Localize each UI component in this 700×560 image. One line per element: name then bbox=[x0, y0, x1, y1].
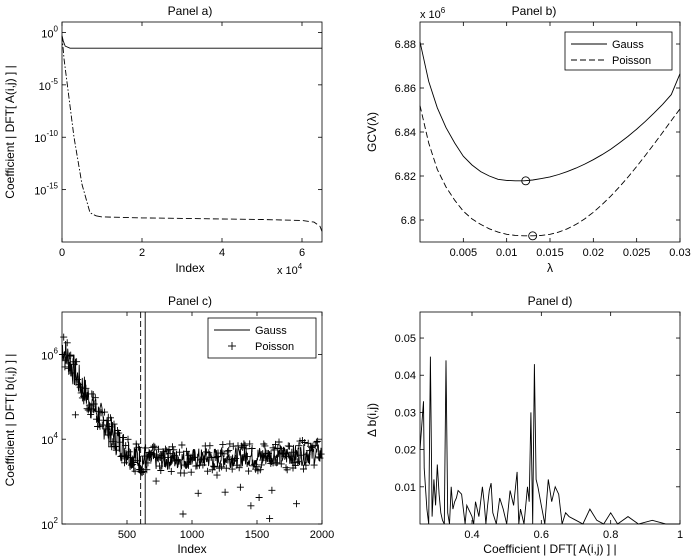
panel-d-xtick-1-label: 0.6 bbox=[534, 529, 549, 541]
panel-a-ytick-0-label: 100 bbox=[41, 24, 58, 40]
panel-d-title: Panel d) bbox=[528, 294, 573, 308]
panel-b-ytick-2-label: 6.84 bbox=[395, 127, 416, 139]
panel-b-ticks: 0.005 0.01 0.015 0.02 0.025 0.03 6.8 6.82 6.84 6.… bbox=[395, 22, 691, 259]
panel-c-legend: Gauss Poisson bbox=[207, 317, 317, 359]
panel-c-ylabel: Coefficient | DFT[ b(i,j) ] | bbox=[3, 354, 17, 487]
panel-d-series-delta bbox=[419, 356, 680, 525]
panel-c-xtick-3-label: 2000 bbox=[310, 529, 334, 541]
panel-a-ticks: 0 2 4 6 100 10-5 10-10 10-15 bbox=[34, 22, 322, 259]
panel-d-ytick-0-label: 0.01 bbox=[395, 482, 416, 494]
panel-a-series-decay-dashdot bbox=[61, 35, 97, 217]
panel-b-ylabel: GCV(λ) bbox=[365, 112, 379, 152]
panel-c-legend-poisson-marker bbox=[228, 342, 236, 350]
panel-a-axes-frame bbox=[61, 21, 323, 243]
panel-b-xtick-4-label: 0.025 bbox=[623, 247, 651, 259]
panel-d-ytick-2-label: 0.03 bbox=[395, 407, 416, 419]
panel-c-series-poisson bbox=[59, 333, 325, 523]
panel-a-ytick-2-label: 10-10 bbox=[34, 129, 58, 145]
panel-d-ytick-4-label: 0.05 bbox=[395, 333, 416, 345]
panel-c-legend-poisson-label: Poisson bbox=[255, 341, 294, 353]
panel-b-xlabel: λ bbox=[547, 261, 553, 275]
panel-c-xtick-2-label: 1500 bbox=[245, 529, 269, 541]
panel-d-ylabel: Δ b(i,j) bbox=[365, 403, 379, 437]
panel-a-x-exponent-power: 4 bbox=[298, 262, 303, 271]
panel-b-legend-poisson-label: Poisson bbox=[612, 55, 651, 67]
panel-d-xtick-0-label: 0.4 bbox=[464, 529, 479, 541]
panel-d: Panel d) 0.4 0.6 0.8 10.010.020.030.040.05 … bbox=[365, 294, 683, 556]
panel-a-series-flat bbox=[61, 35, 322, 49]
panel-c-ytick-0-label: 102 bbox=[41, 516, 58, 532]
panel-b-series-gauss bbox=[419, 41, 681, 182]
panel-d-ytick-1-label: 0.02 bbox=[395, 445, 416, 457]
panel-a-x-exponent: x 104 bbox=[277, 262, 303, 277]
panel-a-xtick-2-label: 4 bbox=[219, 247, 225, 259]
panel-b-xtick-0-label: 0.005 bbox=[450, 247, 478, 259]
panel-b-series-poisson bbox=[419, 105, 681, 237]
panel-c-series bbox=[59, 312, 325, 524]
panel-b-ytick-3-label: 6.86 bbox=[395, 83, 416, 95]
panel-c-title: Panel c) bbox=[168, 294, 212, 308]
panel-d-xlabel: Coefficient | DFT[ A(i,j) ] | bbox=[483, 542, 616, 556]
panel-b: Panel b) 0.005 0.01 0.015 0.02 0.025 0.036.86… bbox=[365, 4, 691, 275]
panel-b-xtick-1-label: 0.01 bbox=[496, 247, 517, 259]
panel-b-xtick-5-label: 0.03 bbox=[669, 247, 690, 259]
panel-a-ytick-1-label: 10-5 bbox=[39, 77, 59, 93]
panel-b-minimum-marker-0 bbox=[521, 176, 531, 186]
panel-a: Panel a) 0 2 4 6 100 10-5 10-10 10-15 Index Coe… bbox=[3, 4, 323, 277]
panel-a-ylabel: Coefficient | DFT[ A(i,j) ] | bbox=[3, 65, 17, 198]
panel-a-ytick-3-label: 10-15 bbox=[34, 182, 58, 198]
panel-a-xtick-1-label: 2 bbox=[139, 247, 145, 259]
panel-a-xlabel: Index bbox=[175, 261, 204, 275]
panel-c-ytick-1-label: 104 bbox=[41, 431, 58, 447]
panel-a-title: Panel a) bbox=[168, 4, 213, 18]
panel-a-xtick-0-label: 0 bbox=[59, 247, 65, 259]
panel-b-ytick-4-label: 6.88 bbox=[395, 39, 416, 51]
panel-d-ytick-3-label: 0.04 bbox=[395, 370, 416, 382]
panel-a-xtick-3-label: 6 bbox=[299, 247, 305, 259]
panel-b-legend: Gauss Poisson bbox=[564, 31, 673, 71]
panel-b-xtick-2-label: 0.015 bbox=[536, 247, 564, 259]
panel-b-legend-gauss-label: Gauss bbox=[612, 39, 644, 51]
panel-d-xtick-3-label: 1 bbox=[677, 529, 683, 541]
panel-b-y-exponent-base: x 10 bbox=[420, 9, 441, 21]
panel-b-series bbox=[419, 41, 681, 241]
panel-b-y-exponent: x 106 bbox=[420, 6, 446, 21]
panel-c-legend-gauss-label: Gauss bbox=[255, 325, 287, 337]
panel-b-xtick-3-label: 0.02 bbox=[583, 247, 604, 259]
panel-b-ytick-1-label: 6.82 bbox=[395, 171, 416, 183]
panel-d-axes-frame bbox=[419, 311, 681, 525]
panel-c: Panel c) 500 1000 1500 2000 102 104 106 Gauss … bbox=[3, 294, 334, 556]
panel-c-ytick-2-label: 106 bbox=[41, 346, 58, 362]
panel-b-title: Panel b) bbox=[512, 4, 557, 18]
panel-d-ticks: 0.4 0.6 0.8 1 0.01 0.02 0.03 0.04 0.05 bbox=[395, 312, 683, 541]
panel-c-legend-box bbox=[207, 317, 317, 359]
panel-a-x-exponent-base: x 10 bbox=[277, 265, 298, 277]
panel-b-legend-box bbox=[564, 31, 673, 71]
panel-c-xtick-1-label: 1000 bbox=[180, 529, 204, 541]
panel-c-xlabel: Index bbox=[177, 542, 206, 556]
panel-b-ytick-0-label: 6.8 bbox=[401, 215, 416, 227]
panel-b-minimum-marker-1 bbox=[528, 231, 538, 241]
panel-d-series bbox=[419, 356, 680, 525]
panel-d-xtick-2-label: 0.8 bbox=[603, 529, 618, 541]
panel-c-xtick-0-label: 500 bbox=[118, 529, 136, 541]
panel-a-series-decay-dashed bbox=[95, 215, 323, 232]
panel-b-y-exponent-power: 6 bbox=[441, 6, 446, 15]
panel-a-series bbox=[61, 35, 323, 232]
